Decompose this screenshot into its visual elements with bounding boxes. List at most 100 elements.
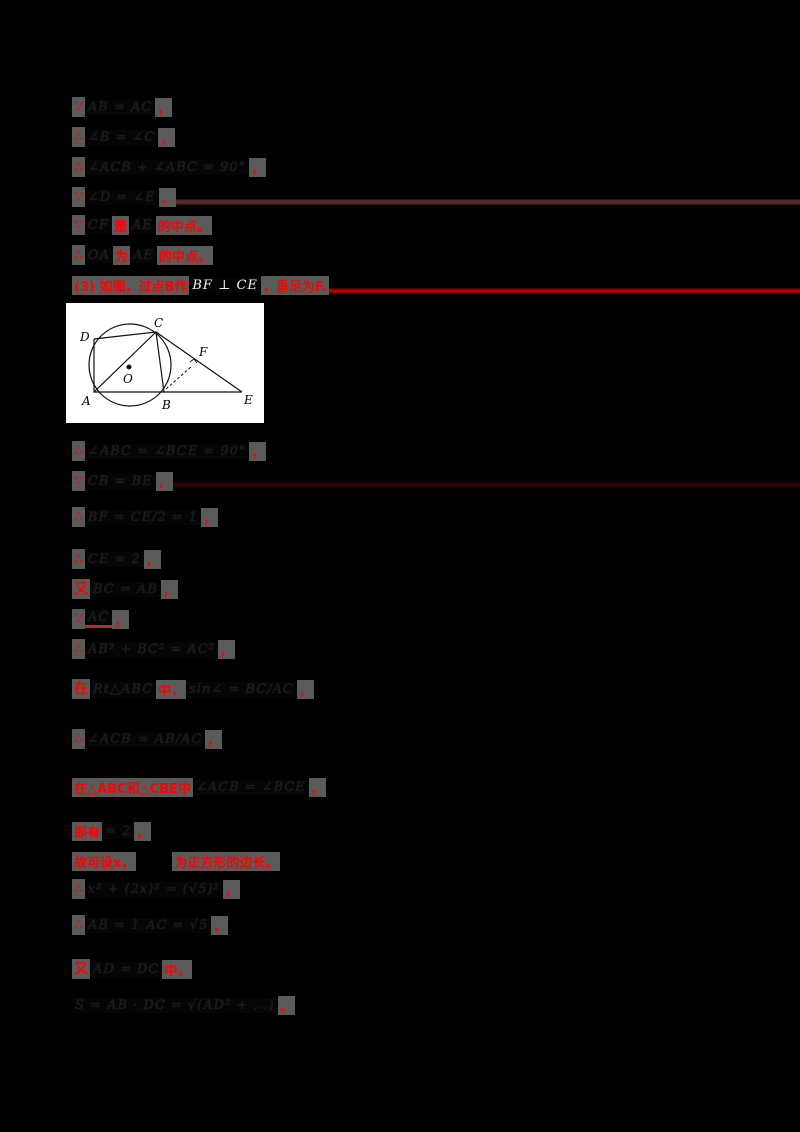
in-mark: 在 <box>72 679 90 699</box>
text-fragment: 中， <box>162 959 193 979</box>
geometry-figure: D C F O A B E <box>66 303 264 423</box>
proof-line: ∴ BF = CE/2 = 1 ， <box>72 500 219 534</box>
math-expression: AC <box>84 610 113 628</box>
proof-line: 故可设x， 为正方形的边长。 <box>72 850 281 872</box>
proof-line: 在△ABC和△CBE中 ∠ACB = ∠BCE ， <box>72 770 326 804</box>
punctuation: ， <box>134 821 152 841</box>
punctuation: ， <box>249 441 267 461</box>
therefore-mark: ∴ <box>72 441 85 461</box>
part-3-heading: (3) 如图，过点B作 BF ⊥ CE ，垂足为F. <box>72 274 329 296</box>
therefore-mark: ∴ <box>72 729 85 749</box>
math-expression: Rt△ABC <box>90 681 157 697</box>
math-expression: BF = CE/2 = 1 <box>84 509 202 525</box>
therefore-mark: ∴ <box>72 639 85 659</box>
therefore-mark: ∴ <box>72 507 85 527</box>
punctuation: ， <box>155 97 173 117</box>
punctuation: ， <box>158 187 176 207</box>
math-expression: x² + (2x)² = (√5)² <box>84 881 223 897</box>
proof-line: ∴ x² + (2x)² = (√5)² ， <box>72 878 240 900</box>
math-expression: ∠D = ∠E <box>84 189 159 205</box>
punctuation: 。 <box>277 995 295 1015</box>
math-expression: ∠ABC = ∠BCE = 90° <box>84 443 250 459</box>
punctuation: ， <box>158 127 176 147</box>
svg-text:A: A <box>81 394 91 408</box>
because-mark: ∵ <box>72 215 85 235</box>
math-expression: OA <box>84 247 113 263</box>
svg-text:O: O <box>123 372 133 386</box>
also-mark: 又 <box>72 959 90 979</box>
punctuation: ， <box>205 729 223 749</box>
text-fragment: 是 <box>111 215 129 235</box>
math-expression: = 2 <box>102 823 135 839</box>
text-fragment: 为正方形的边长。 <box>172 851 281 871</box>
text-fragment: ，垂足为F. <box>260 275 329 295</box>
text-fragment: 的中点。 <box>155 215 212 235</box>
math-expression: AB = AC <box>84 99 156 115</box>
proof-line: ∵ AB = AC ， <box>72 96 173 118</box>
text-fragment: 为 <box>112 245 130 265</box>
because-mark: ∵ <box>72 97 85 117</box>
math-expression: AB² + BC² = AC² <box>84 641 218 657</box>
svg-text:B: B <box>161 398 171 412</box>
math-expression: AE <box>128 217 156 233</box>
proof-line: S = AB · DC = √(AD² + ...) 。 <box>72 988 295 1022</box>
therefore-mark: ∴ <box>72 549 85 569</box>
math-expression: = AB/AC <box>134 731 206 747</box>
punctuation: ， <box>211 915 229 935</box>
proof-line: ∵ AC ， <box>72 608 130 630</box>
punctuation: ， <box>217 639 235 659</box>
decorative-rule <box>168 482 800 488</box>
proof-line: ∴ OA 为 AE 的中点。 <box>72 244 213 266</box>
punctuation: ， <box>143 549 161 569</box>
proof-line: 即有 = 2 ， <box>72 820 152 842</box>
proof-line: ∴ ∠ABC = ∠BCE = 90° ， <box>72 440 267 462</box>
svg-text:E: E <box>243 393 253 407</box>
text-fragment: 中， <box>156 679 187 699</box>
circle-diagram-icon: D C F O A B E <box>79 316 253 412</box>
also-mark: 又 <box>72 579 90 599</box>
text-fragment: (3) 如图，过点B作 <box>72 275 190 295</box>
punctuation: ， <box>155 471 173 491</box>
math-expression: AB = 1 <box>84 917 144 933</box>
math-expression: S = AB · DC = √(AD² + ...) <box>72 997 278 1013</box>
math-expression: CE = 2 <box>84 551 144 567</box>
proof-line: ∵ ∠D = ∠E ， <box>72 186 176 208</box>
math-expression: AC = √5 <box>143 917 212 933</box>
proof-line: ∵ CF 是 AE 的中点。 <box>72 214 212 236</box>
therefore-mark: ∴ <box>72 915 85 935</box>
text-fragment: 故可设x， <box>72 851 137 871</box>
math-expression: ∠ACB = ∠BCE <box>192 779 309 795</box>
proof-line: ∴ AB = 1 AC = √5 ， <box>72 908 229 942</box>
math-expression: AD = DC <box>90 961 163 977</box>
therefore-mark: ∴ <box>72 127 85 147</box>
math-expression: ∠B = ∠C <box>84 129 159 145</box>
proof-line: ∴ ∠ACB + ∠ABC = 90° ， <box>72 156 267 178</box>
punctuation: ， <box>201 507 219 527</box>
proof-line: 又 BC = AB ， <box>72 578 178 600</box>
math-expression: CB = BE <box>84 473 156 489</box>
text-fragment: 即有 <box>72 821 103 841</box>
punctuation: ， <box>112 609 130 629</box>
text-fragment: 的中点。 <box>156 245 213 265</box>
math-expression: ∠ACB <box>84 731 135 747</box>
proof-line: ∴ ∠B = ∠C ， <box>72 126 176 148</box>
proof-line: 又 AD = DC 中， <box>72 958 193 980</box>
proof-line: ∵ CB = BE ， <box>72 470 173 492</box>
math-expression: sin∠ = BC/AC <box>186 681 297 697</box>
text-fragment: 在△ABC和△CBE中 <box>72 777 193 797</box>
math-expression: ∠ACB + ∠ABC = 90° <box>84 159 250 175</box>
because-mark: ∵ <box>72 187 85 207</box>
math-expression: BC = AB <box>90 581 161 597</box>
punctuation: ， <box>296 679 314 699</box>
math-expression: CF <box>84 217 112 233</box>
therefore-mark: ∴ <box>72 245 85 265</box>
decorative-rule <box>160 199 800 205</box>
svg-text:C: C <box>154 316 163 330</box>
because-mark: ∵ <box>72 471 85 491</box>
svg-text:F: F <box>198 345 208 359</box>
proof-line: ∴ CE = 2 ， <box>72 548 161 570</box>
therefore-mark: ∴ <box>72 157 85 177</box>
because-mark: ∵ <box>72 609 85 629</box>
punctuation: ， <box>222 879 240 899</box>
proof-line: 在 Rt△ABC 中， sin∠ = BC/AC ， <box>72 672 314 706</box>
